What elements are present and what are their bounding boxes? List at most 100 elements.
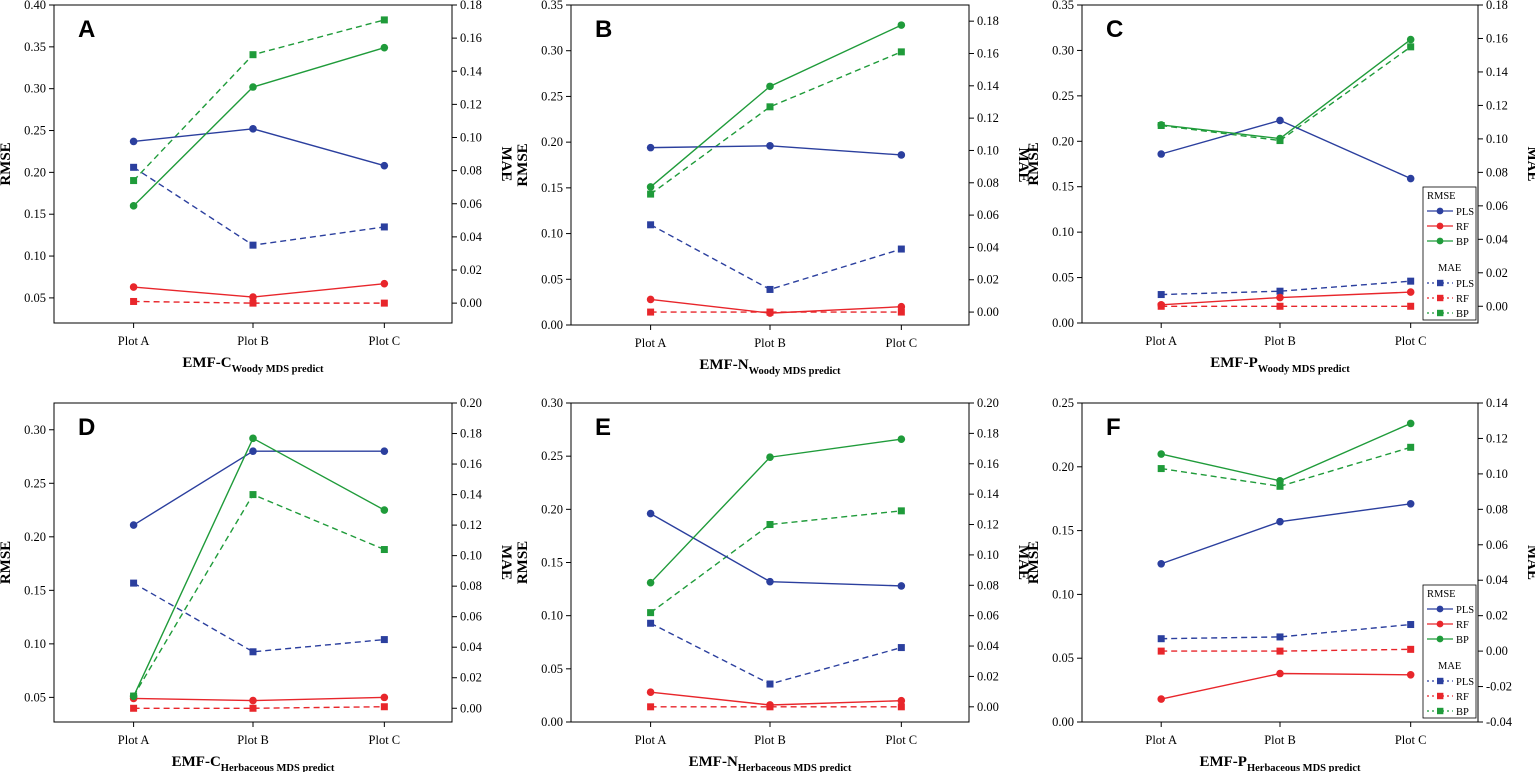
rmse-point-pls — [897, 582, 906, 590]
x-tick-label: Plot B — [1264, 733, 1296, 747]
rmse-line-pls — [133, 128, 385, 167]
right-tick-label: 0.00 — [977, 305, 999, 319]
right-tick-label: 0.14 — [460, 488, 483, 502]
rmse-point-rf — [380, 693, 389, 702]
panel-letter: A — [78, 16, 95, 43]
left-tick-label: 0.15 — [24, 207, 46, 221]
panel-letter: E — [595, 414, 611, 441]
mae-point-rf — [1407, 645, 1415, 653]
y-axis-label-right: MAE — [1015, 148, 1031, 183]
legend-title-rmse: RMSE — [1427, 589, 1456, 600]
legend-marker-rmse-rf — [1436, 222, 1444, 230]
x-tick-label: Plot C — [1395, 733, 1427, 747]
rmse-point-rf — [249, 293, 257, 301]
legend-label-mae-bp: BP — [1456, 309, 1469, 320]
mae-point-rf — [1276, 647, 1284, 655]
mae-point-rf — [249, 299, 257, 307]
mae-point-pls — [1276, 287, 1284, 295]
mae-point-pls — [647, 221, 655, 229]
left-tick-label: 0.25 — [541, 449, 563, 463]
right-tick-label: -0.02 — [1486, 680, 1512, 694]
right-tick-label: 0.16 — [460, 457, 482, 471]
mae-point-rf — [380, 703, 388, 711]
mae-point-pls — [897, 245, 905, 253]
rmse-point-bp — [249, 434, 257, 443]
legend-marker-rmse-bp — [1436, 237, 1444, 245]
right-tick-label: 0.18 — [460, 427, 482, 441]
left-tick-label: 0.05 — [1052, 271, 1074, 285]
rmse-point-rf — [249, 696, 257, 705]
left-tick-label: 0.05 — [541, 272, 563, 286]
rmse-point-pls — [766, 142, 774, 150]
mae-point-bp — [1157, 465, 1165, 473]
mae-point-pls — [380, 636, 388, 644]
rmse-point-bp — [897, 435, 906, 443]
left-tick-label: 0.20 — [541, 502, 563, 516]
left-tick-label: 0.10 — [24, 249, 46, 263]
y-axis-label-right: MAE — [1015, 545, 1031, 580]
rmse-point-pls — [1276, 116, 1284, 125]
mae-point-bp — [897, 48, 905, 56]
mae-point-rf — [130, 704, 138, 712]
right-tick-label: 0.06 — [977, 208, 999, 222]
left-tick-label: 0.10 — [1052, 587, 1074, 601]
right-tick-label: 0.02 — [1486, 266, 1508, 280]
right-tick-label: 0.00 — [977, 700, 999, 714]
rmse-point-pls — [1157, 150, 1165, 158]
x-axis-label-main: EMF-N — [689, 754, 738, 770]
right-tick-label: 0.00 — [1486, 644, 1508, 658]
rmse-point-pls — [129, 521, 138, 529]
right-tick-label: 0.12 — [977, 111, 999, 125]
x-tick-label: Plot A — [1145, 733, 1177, 747]
right-tick-label: 0.04 — [977, 240, 1000, 254]
rmse-line-bp — [1161, 422, 1411, 482]
panel-letter: F — [1106, 414, 1121, 441]
rmse-point-pls — [1406, 500, 1415, 508]
right-tick-label: 0.12 — [460, 518, 482, 532]
left-tick-label: 0.05 — [24, 291, 46, 305]
rmse-point-bp — [380, 506, 389, 514]
rmse-point-rf — [1276, 669, 1284, 678]
x-axis-label-sub: Herbaceous MDS predict — [738, 763, 852, 772]
x-tick-label: Plot B — [754, 336, 786, 350]
x-axis-label: EMF-PWoody MDS predict — [1210, 355, 1350, 375]
legend-marker-rmse-pls — [1436, 207, 1444, 215]
rmse-point-rf — [1157, 301, 1165, 309]
rmse-point-rf — [1157, 695, 1165, 703]
rmse-line-pls — [1160, 503, 1411, 565]
panel-D: 0.05 0.10 0.15 0.20 0.25 0.30 0.00 0.02 0.04 0.06… — [0, 396, 514, 772]
rmse-line-pls — [133, 450, 385, 526]
mae-point-rf — [1407, 302, 1415, 310]
right-tick-label: 0.18 — [1486, 0, 1508, 12]
mae-point-bp — [897, 507, 905, 515]
x-axis-label: EMF-NWoody MDS predict — [699, 357, 841, 377]
right-tick-label: 0.02 — [977, 669, 999, 683]
mae-point-rf — [897, 703, 905, 711]
left-tick-label: 0.25 — [1052, 89, 1074, 103]
rmse-point-pls — [1157, 559, 1165, 568]
y-axis-label-right: MAE — [498, 545, 514, 580]
mae-line-pls — [1161, 280, 1411, 296]
x-tick-label: Plot A — [118, 733, 150, 747]
right-tick-label: 0.06 — [1486, 199, 1508, 213]
x-tick-label: Plot C — [369, 733, 401, 747]
legend-marker-mae-pls — [1437, 677, 1444, 685]
plot-frame — [570, 402, 970, 723]
left-tick-label: 0.35 — [24, 40, 46, 54]
legend-marker-rmse-bp — [1436, 635, 1444, 643]
right-tick-label: 0.18 — [460, 0, 482, 12]
rmse-point-bp — [897, 21, 906, 29]
legend-marker-mae-rf — [1437, 294, 1444, 302]
rmse-point-bp — [129, 202, 138, 210]
x-tick-label: Plot A — [635, 733, 667, 747]
right-tick-label: 0.04 — [460, 230, 483, 244]
legend-title-mae: MAE — [1438, 661, 1461, 672]
rmse-point-rf — [1406, 288, 1415, 296]
rmse-line-rf — [1161, 672, 1411, 700]
left-tick-label: 0.30 — [24, 82, 46, 96]
mae-point-rf — [249, 704, 257, 712]
panel-A: 0.05 0.10 0.15 0.20 0.25 0.30 0.35 0.40 0.00 0.02… — [0, 0, 514, 375]
rmse-point-pls — [249, 447, 257, 455]
rmse-point-bp — [1406, 419, 1415, 428]
